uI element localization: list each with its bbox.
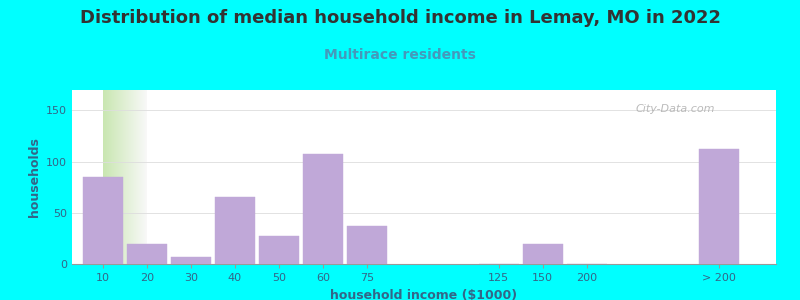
Text: City-Data.com: City-Data.com <box>635 104 714 114</box>
Text: Distribution of median household income in Lemay, MO in 2022: Distribution of median household income … <box>79 9 721 27</box>
Text: Multirace residents: Multirace residents <box>324 48 476 62</box>
Bar <box>83 177 122 264</box>
Bar <box>303 154 342 264</box>
Bar <box>215 197 254 264</box>
Bar <box>347 226 386 264</box>
Bar <box>171 257 210 264</box>
Bar <box>127 244 166 264</box>
Bar <box>523 244 562 264</box>
Y-axis label: households: households <box>27 137 41 217</box>
Bar <box>259 236 298 264</box>
X-axis label: household income ($1000): household income ($1000) <box>330 289 518 300</box>
Bar <box>699 149 738 264</box>
